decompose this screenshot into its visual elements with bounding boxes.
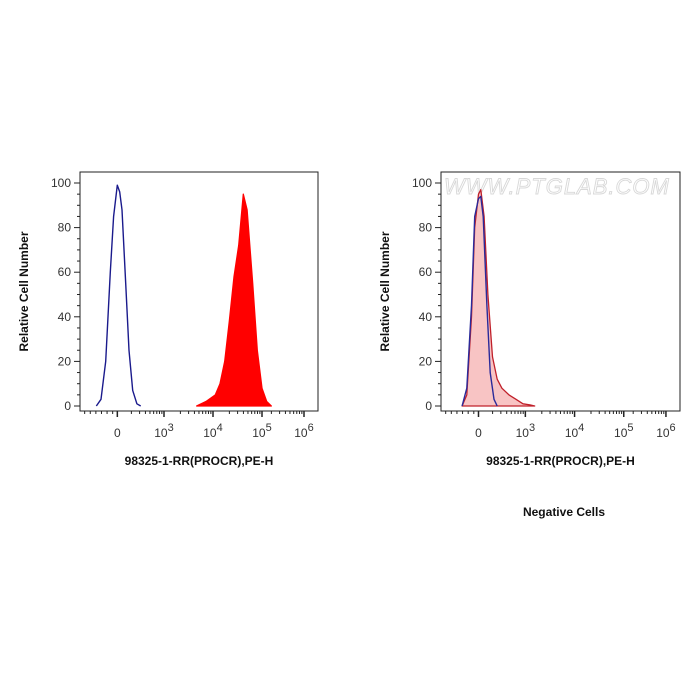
y-tick-label: 0 [425,399,432,413]
y-tick-label: 80 [419,221,433,235]
x-tick-label: 0 [475,426,482,440]
y-tick-label: 100 [412,176,432,190]
series-isotype-control [95,184,142,407]
plot-frame [79,171,319,412]
y-tick-label: 40 [419,310,433,324]
x-axis-label: 98325-1-RR(PROCR),PE-H [486,454,635,468]
x-tick-label: 106 [294,422,313,440]
y-tick-label: 20 [58,354,72,368]
y-tick-label: 40 [58,310,72,324]
x-tick-label: 103 [516,422,535,440]
y-tick-label: 20 [419,354,433,368]
series-negative-cells [461,189,536,407]
x-tick-label: 103 [154,422,173,440]
y-tick-label: 100 [51,176,71,190]
y-tick-label: 60 [58,265,72,279]
panel-caption: Negative Cells [523,505,605,519]
y-tick-label: 80 [58,221,72,235]
panel-2: 0 20 40 60 80 100 0 103 104 105 106 Relative Cell N… [378,171,681,468]
x-tick-label: 104 [565,422,584,440]
x-tick-label: 104 [203,422,222,440]
x-tick-label: 105 [614,422,633,440]
y-tick-label: 0 [64,399,71,413]
y-axis-label: Relative Cell Number [17,231,31,351]
x-tick-label: 106 [656,422,675,440]
y-axis-label: Relative Cell Number [378,231,392,351]
x-tick-label: 105 [252,422,271,440]
x-tick-label: 0 [114,426,121,440]
series-isotype-control [461,195,498,407]
series-procr [196,193,272,407]
x-axis-label: 98325-1-RR(PROCR),PE-H [125,454,274,468]
panel-1: 0 20 40 60 80 100 0 103 104 105 106 Relative Cell N… [17,171,319,468]
y-tick-label: 60 [419,265,433,279]
